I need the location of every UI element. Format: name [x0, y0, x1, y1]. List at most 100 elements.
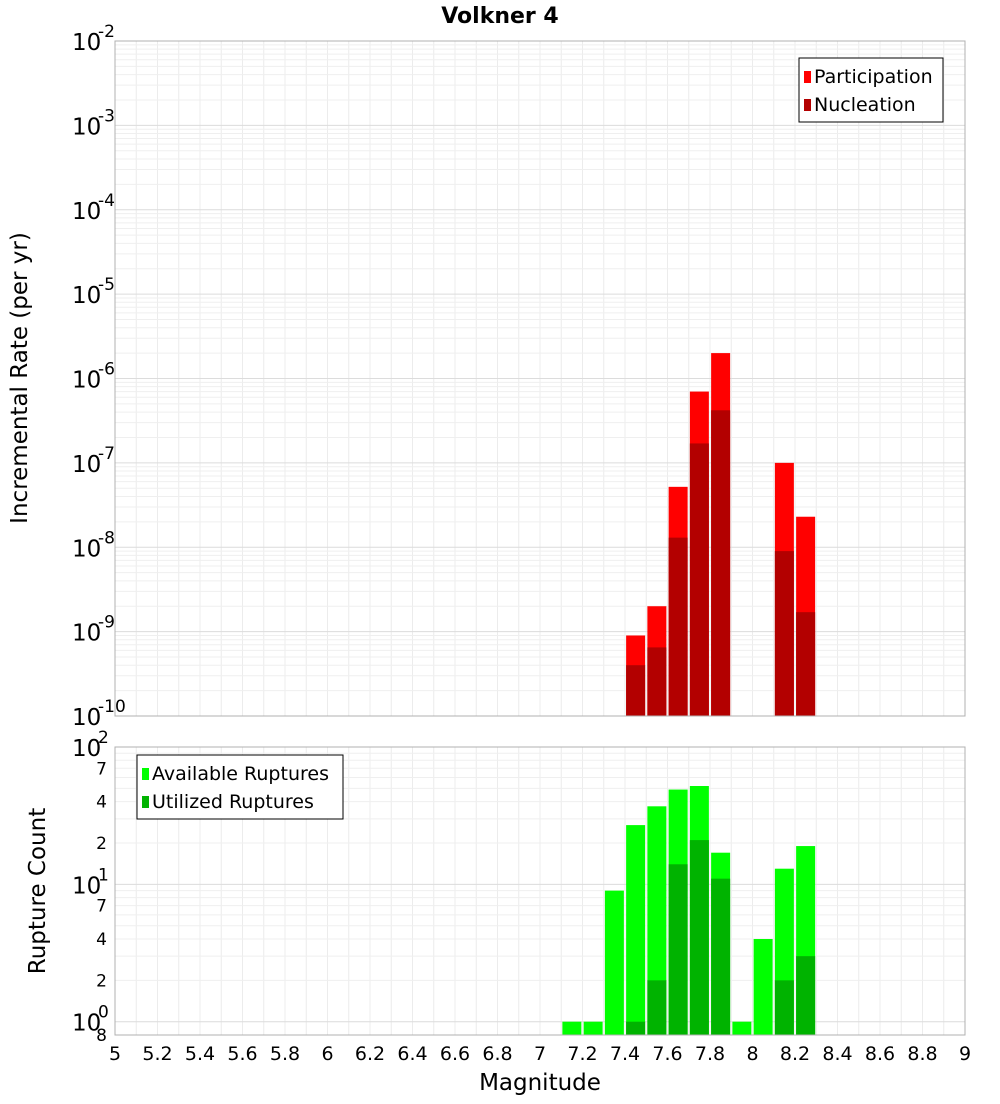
bar-utilized-ruptures	[626, 1021, 646, 1035]
bar-available-ruptures	[604, 890, 624, 1035]
legend-swatch	[142, 768, 149, 780]
x-tick-label: 9	[959, 1043, 971, 1065]
bar-nucleation	[774, 551, 794, 716]
x-tick-label: 5	[109, 1043, 121, 1065]
bar-utilized-ruptures	[668, 864, 688, 1035]
y-tick-label-minor: 2	[96, 834, 107, 854]
bar-available-ruptures	[647, 806, 667, 1035]
y-tick-label-minor: 4	[96, 793, 107, 813]
tick-label-exponent: -6	[98, 360, 115, 380]
tick-label-base: 10	[72, 621, 101, 647]
legend-entry: Nucleation	[814, 94, 916, 116]
y-tick-label: 10-6	[72, 360, 115, 394]
x-tick-label: 8.4	[822, 1043, 852, 1065]
y-tick-label-minor: 8	[96, 1026, 107, 1046]
legend-box	[136, 754, 344, 820]
x-tick-label: 5.2	[142, 1043, 172, 1065]
y-tick-label: 10-7	[72, 444, 115, 478]
y-tick-label-minor: 7	[96, 759, 107, 779]
top-y-tick-labels: 10-210-310-410-510-610-710-810-910-10	[72, 22, 126, 731]
bar-available-ruptures	[562, 1021, 582, 1035]
x-tick-label: 8.8	[907, 1043, 937, 1065]
x-tick-label: 7.2	[567, 1043, 597, 1065]
y-tick-label-minor: 2	[96, 971, 107, 991]
bar-available-ruptures	[583, 1021, 603, 1035]
bar-nucleation	[711, 410, 731, 716]
x-tick-label: 8	[746, 1043, 758, 1065]
top-plot-frame	[114, 40, 966, 717]
x-tick-label: 7.6	[652, 1043, 682, 1065]
bottom-plot-frame	[114, 746, 966, 1036]
bar-available-ruptures	[753, 939, 773, 1035]
legend-entry: Participation	[814, 66, 933, 88]
legend-box	[798, 57, 944, 123]
x-tick-label: 6.4	[397, 1043, 427, 1065]
bar-utilized-ruptures	[796, 956, 816, 1035]
bar-utilized-ruptures	[774, 980, 794, 1035]
legend-entry: Available Ruptures	[152, 763, 329, 785]
tick-label-base: 10	[72, 736, 101, 762]
x-tick-label: 5.4	[185, 1043, 215, 1065]
tick-label-exponent: -10	[98, 697, 126, 717]
tick-label-base: 10	[72, 1011, 101, 1037]
y-tick-label: 10-2	[72, 22, 115, 56]
y-tick-label-major: 101	[72, 865, 109, 899]
tick-label-exponent: 2	[98, 728, 109, 748]
tick-label-base: 10	[72, 283, 101, 309]
y-tick-label: 10-9	[72, 613, 115, 647]
x-tick-label: 8.2	[780, 1043, 810, 1065]
chart-title: Volkner 4	[441, 4, 559, 29]
tick-label-base: 10	[72, 30, 101, 56]
bar-available-ruptures	[626, 825, 646, 1035]
x-tick-label: 6.2	[355, 1043, 385, 1065]
top-bars	[626, 353, 816, 716]
tick-label-exponent: -9	[98, 613, 115, 633]
bottom-bars	[562, 786, 816, 1035]
tick-label-base: 10	[72, 368, 101, 394]
x-tick-label: 6.8	[482, 1043, 512, 1065]
y-tick-label: 10-3	[72, 106, 115, 140]
bar-nucleation	[647, 647, 667, 716]
bar-nucleation	[689, 443, 709, 716]
bar-nucleation	[626, 665, 646, 716]
tick-label-base: 10	[72, 114, 101, 140]
tick-label-base: 10	[72, 452, 101, 478]
bar-available-ruptures	[732, 1021, 752, 1035]
x-tick-label: 6.6	[440, 1043, 470, 1065]
y-tick-label-minor: 7	[96, 897, 107, 917]
tick-label-exponent: -8	[98, 528, 115, 548]
tick-label-exponent: 1	[98, 865, 109, 885]
legend-swatch	[804, 99, 811, 111]
tick-label-base: 10	[72, 705, 101, 731]
legend-swatch	[804, 71, 811, 83]
legend-entry: Utilized Ruptures	[152, 791, 314, 813]
y-tick-label-major: 100	[72, 1003, 109, 1037]
bar-utilized-ruptures	[711, 878, 731, 1035]
x-tick-label: 7	[534, 1043, 546, 1065]
tick-label-exponent: -4	[98, 191, 115, 211]
tick-label-exponent: 0	[98, 1003, 109, 1023]
top-grid	[114, 41, 966, 717]
tick-label-exponent: -3	[98, 106, 115, 126]
tick-label-exponent: -7	[98, 444, 115, 464]
bar-utilized-ruptures	[647, 980, 667, 1035]
y-axis-title-bottom: Rupture Count	[25, 808, 51, 974]
y-tick-label: 10-5	[72, 275, 115, 309]
tick-label-exponent: -5	[98, 275, 115, 295]
tick-label-base: 10	[72, 536, 101, 562]
tick-label-base: 10	[72, 873, 101, 899]
y-tick-label: 10-4	[72, 191, 115, 225]
x-tick-label: 7.4	[610, 1043, 640, 1065]
tick-label-base: 10	[72, 199, 101, 225]
bar-utilized-ruptures	[689, 840, 709, 1035]
bottom-legend: Available Ruptures Utilized Ruptures	[136, 754, 344, 820]
top-legend: Participation Nucleation	[798, 57, 944, 123]
x-axis-title: Magnitude	[479, 1070, 601, 1096]
x-tick-label: 8.6	[865, 1043, 895, 1065]
x-tick-label: 5.8	[270, 1043, 300, 1065]
bar-nucleation	[796, 612, 816, 716]
x-tick-labels: 5 5.2 5.4 5.6 5.8 6 6.2 6.4 6.6 6.8 7 7.2 7.4 7.6 7.8 8…	[109, 1043, 971, 1065]
